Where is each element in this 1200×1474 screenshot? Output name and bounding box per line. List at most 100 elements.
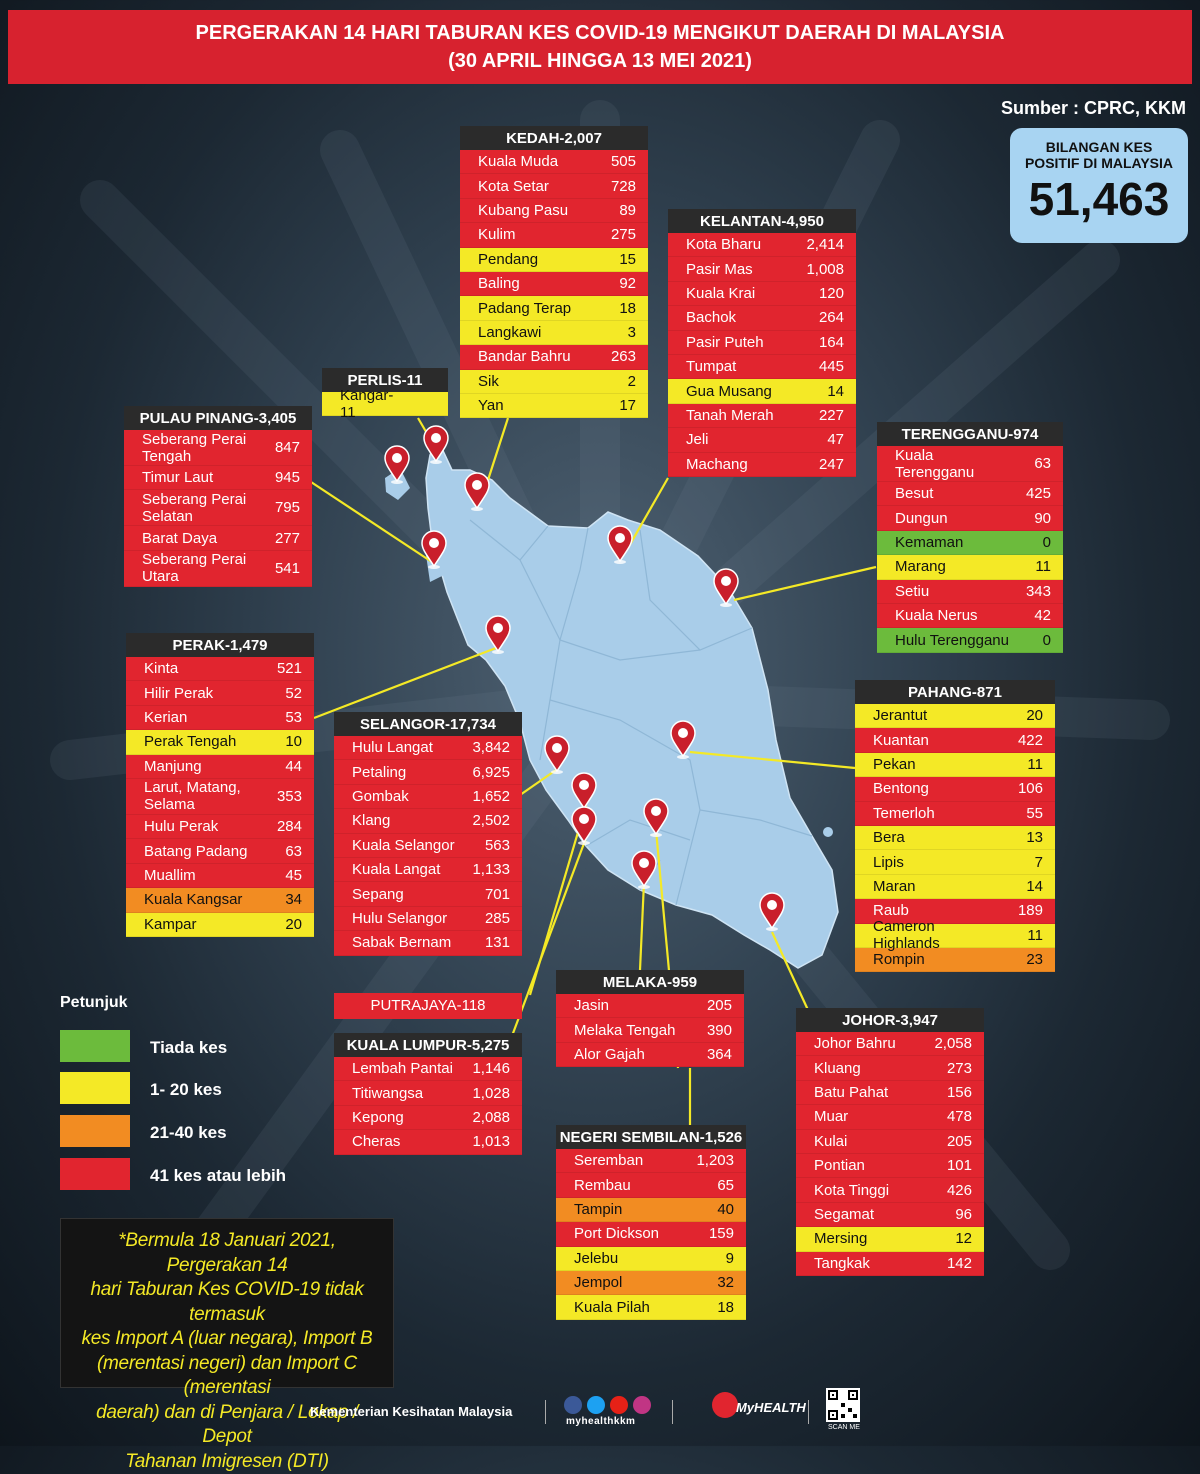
district-name: Johor Bahru [814,1035,932,1052]
facebook-icon[interactable] [564,1396,582,1414]
district-cases: 3 [596,324,636,341]
district-cases: 2 [596,373,636,390]
district-cases: 505 [596,153,636,170]
district-cases: 205 [932,1133,972,1150]
district-name: Seberang Perai Utara [142,551,260,585]
page-subtitle: (30 APRIL HINGGA 13 MEI 2021) [8,47,1192,75]
district-name: Port Dickson [574,1225,694,1242]
district-name: Yan [478,397,596,414]
map-pin-icon [463,472,491,512]
district-name: Jeli [686,431,804,448]
district-cases: 563 [470,837,510,854]
district-name: Jempol [574,1274,694,1291]
district-name: Kemaman [895,534,1011,551]
footer-divider [545,1400,546,1424]
map-pin-icon [484,615,512,655]
district-cases: 17 [596,397,636,414]
district-name: Kuala Nerus [895,607,1011,624]
district-cases: 7 [1003,854,1043,871]
district-cases: 142 [932,1255,972,1272]
district-name: Tampin [574,1201,694,1218]
district-cases: 14 [1003,878,1043,895]
district-name: Kluang [814,1060,932,1077]
district-name: Seberang Perai Selatan [142,491,260,525]
district-name: Dungun [895,510,1011,527]
district-name: Kuala Terengganu [895,447,1011,481]
district-name: Rompin [873,951,1003,968]
map-pin-icon [383,445,411,485]
map-pin-icon [630,850,658,890]
social-handle: myhealthkkm [566,1416,635,1427]
district-name: Manjung [144,758,262,775]
district-name: Pasir Mas [686,261,804,278]
district-name: Sepang [352,886,470,903]
youtube-icon[interactable] [610,1396,628,1414]
district-name: Lipis [873,854,1003,871]
district-cases: 11 [1003,756,1043,773]
district-cases: 6,925 [470,764,510,781]
footer-divider [808,1400,809,1424]
state-title: KUALA LUMPUR-5,275 [334,1033,522,1057]
district-name: Seberang Perai Tengah [142,431,260,465]
district-name: Gua Musang [686,383,804,400]
district-name: Kubang Pasu [478,202,596,219]
qr-code-icon[interactable] [826,1388,860,1422]
legend-swatch-mid [60,1115,130,1147]
total-cases-box: BILANGAN KES POSITIF DI MALAYSIA 51,463 [1010,128,1188,243]
twitter-icon[interactable] [587,1396,605,1414]
district-cases: 343 [1011,583,1051,600]
district-cases: 426 [932,1182,972,1199]
footer-divider [672,1400,673,1424]
district-cases: 277 [260,530,300,547]
district-name: Cameron Highlands [873,918,1003,952]
district-cases: 14 [804,383,844,400]
district-cases: 1,133 [470,861,510,878]
district-name: Petaling [352,764,470,781]
district-name: Kuala Langat [352,861,470,878]
state-title: PAHANG-871 [855,680,1055,704]
district-name: Bentong [873,780,1003,797]
district-name: Kuantan [873,732,1003,749]
district-name: Kuala Muda [478,153,596,170]
district-name: Kuala Selangor [352,837,470,854]
instagram-icon[interactable] [633,1396,651,1414]
map-pin-icon [422,425,450,465]
state-title: PERAK-1,479 [126,633,314,657]
district-cases: 521 [262,660,302,677]
district-cases: 2,414 [804,236,844,253]
district-name: Temerloh [873,805,1003,822]
district-name: Cheras [352,1133,470,1150]
district-cases: 42 [1011,607,1051,624]
district-cases: 1,008 [804,261,844,278]
state-title: PULAU PINANG-3,405 [124,406,312,430]
district-cases: 264 [804,309,844,326]
state-title: MELAKA-959 [556,970,744,994]
source-label: Sumber : CPRC, KKM [1001,98,1186,119]
district-cases: 13 [1003,829,1043,846]
legend-label-low: 1- 20 kes [150,1080,222,1100]
district-cases: 131 [470,934,510,951]
district-name: Machang [686,456,804,473]
district-cases: 701 [470,886,510,903]
district-name: Kuala Kangsar [144,891,262,908]
